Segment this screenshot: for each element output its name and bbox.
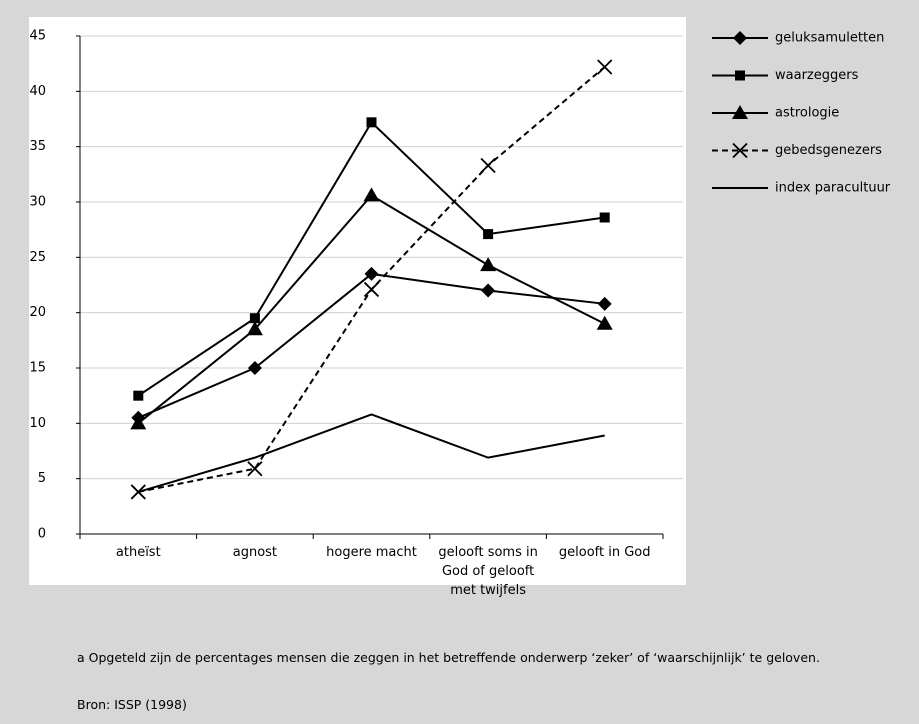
legend-label: geluksamuletten [775, 31, 884, 46]
x-tick-label: atheïst [115, 545, 161, 560]
x-tick-label: agnost [232, 545, 278, 560]
legend-label: gebedsgenezers [775, 143, 882, 158]
source: Bron: ISSP (1998) [77, 697, 187, 712]
marker [247, 361, 262, 375]
y-tick-label: 40 [29, 84, 46, 99]
marker [246, 321, 263, 336]
legend-label: astrologie [775, 106, 839, 121]
x-tick-label: hogere macht [326, 545, 417, 560]
marker [480, 257, 497, 272]
y-tick-label: 25 [29, 250, 46, 265]
marker [363, 187, 380, 202]
marker [735, 70, 745, 81]
marker [596, 315, 613, 330]
y-tick-label: 5 [38, 471, 46, 486]
marker [363, 281, 380, 298]
marker [130, 484, 146, 500]
marker [597, 59, 613, 75]
marker [483, 229, 494, 240]
y-tick-label: 0 [38, 527, 46, 542]
x-tick-label: gelooft in God [558, 545, 651, 560]
y-tick-label: 10 [29, 416, 46, 431]
marker [366, 117, 377, 128]
legend-label: index paracultuur [775, 181, 891, 196]
series-line [138, 413, 605, 493]
y-tick-label: 45 [29, 29, 46, 44]
marker [480, 157, 496, 174]
y-tick-label: 20 [29, 305, 46, 320]
marker [247, 461, 263, 477]
marker [732, 142, 748, 159]
y-tick-label: 30 [29, 195, 46, 210]
x-tick-label: gelooft soms in God of gelooft met twijf… [438, 545, 538, 598]
marker [130, 415, 147, 430]
marker [599, 212, 610, 223]
marker [481, 283, 496, 298]
marker [733, 31, 747, 45]
marker [364, 266, 379, 281]
marker [249, 313, 260, 324]
y-tick-label: 35 [29, 139, 46, 154]
marker [732, 105, 748, 119]
marker [597, 296, 612, 311]
legend-label: waarzeggers [775, 68, 859, 83]
y-tick-label: 15 [29, 361, 46, 376]
footnote: a Opgeteld zijn de percentages mensen di… [77, 650, 820, 665]
marker [133, 390, 144, 401]
